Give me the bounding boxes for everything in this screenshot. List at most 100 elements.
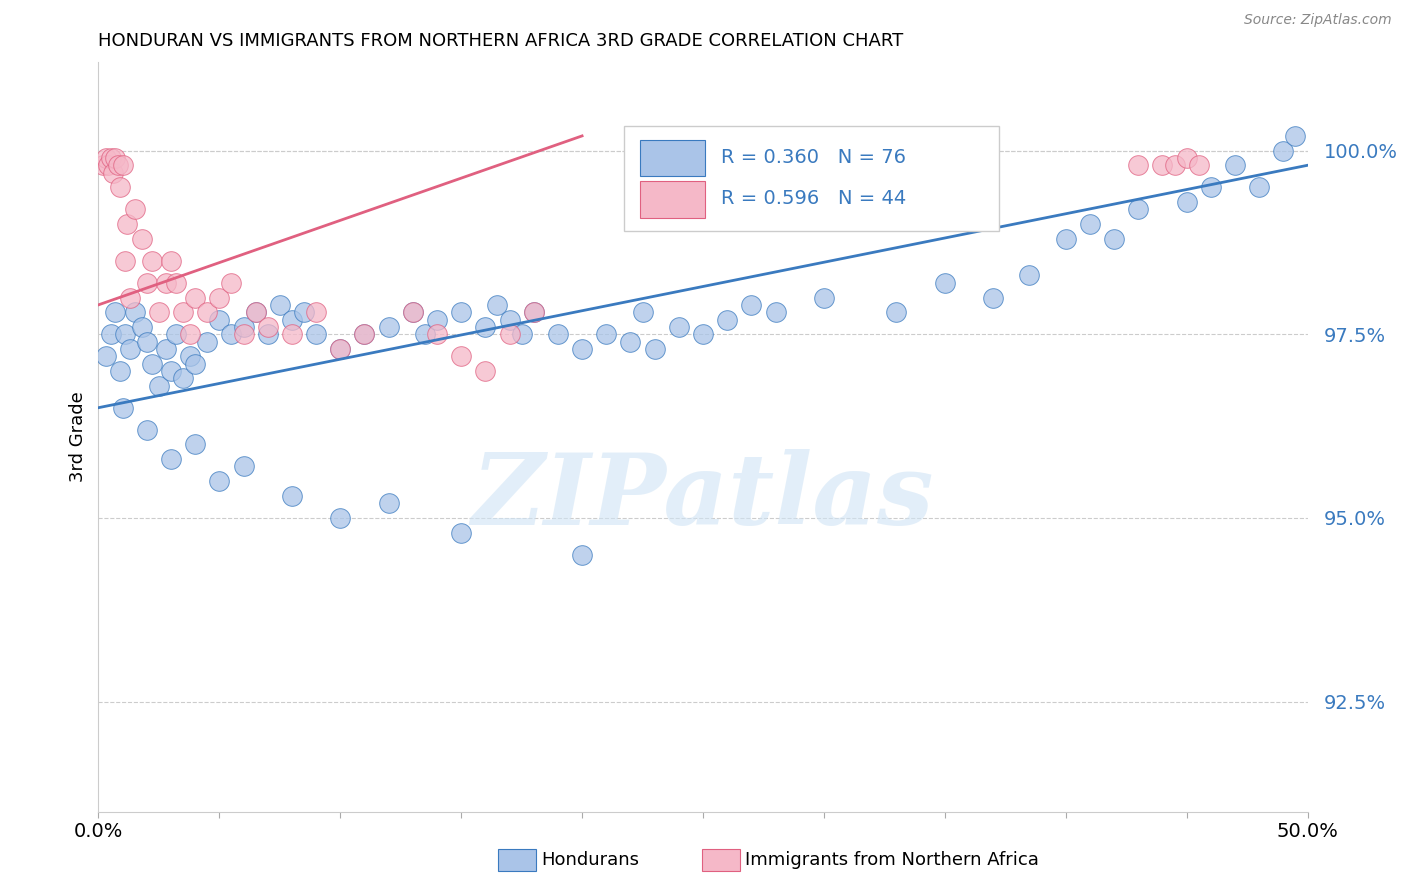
Point (165, 327, 187, 342)
Point (486, 298, 509, 312)
Point (221, 276, 243, 290)
Point (886, 305, 908, 319)
Point (1078, 217, 1101, 231)
Point (281, 312, 304, 326)
Point (1128, 202, 1150, 217)
Point (172, 371, 194, 385)
Point (571, 548, 593, 562)
Point (184, 437, 207, 451)
Point (765, 305, 787, 319)
Text: Source: ZipAtlas.com: Source: ZipAtlas.com (1244, 13, 1392, 28)
Point (184, 291, 207, 305)
Point (377, 496, 399, 510)
Point (245, 305, 267, 319)
Point (148, 305, 170, 319)
Text: Immigrants from Northern Africa: Immigrants from Northern Africa (745, 851, 1039, 869)
Point (208, 291, 231, 305)
Point (1188, 158, 1211, 172)
Point (97, 158, 120, 172)
Text: R = 0.360   N = 76: R = 0.360 N = 76 (721, 148, 905, 167)
Point (1054, 232, 1077, 246)
Point (256, 327, 278, 342)
Point (104, 151, 127, 165)
Point (108, 180, 131, 194)
Point (668, 319, 690, 334)
Point (155, 342, 177, 356)
FancyBboxPatch shape (640, 181, 706, 218)
Point (184, 357, 207, 371)
Text: ZIPatlas: ZIPatlas (472, 449, 934, 545)
Point (131, 232, 153, 246)
Point (100, 151, 122, 165)
Point (94, 349, 117, 363)
Point (179, 327, 201, 342)
Point (305, 305, 328, 319)
Point (498, 312, 520, 326)
Point (523, 305, 546, 319)
Point (305, 327, 328, 342)
Point (108, 364, 131, 378)
Point (692, 327, 714, 342)
Text: R = 0.596   N = 44: R = 0.596 N = 44 (721, 189, 907, 209)
Point (402, 305, 425, 319)
Point (155, 276, 177, 290)
Point (1163, 158, 1185, 172)
Point (124, 202, 146, 217)
Point (450, 525, 472, 540)
Point (1018, 268, 1040, 283)
Point (281, 327, 304, 342)
Point (114, 253, 136, 268)
Point (245, 305, 267, 319)
Point (269, 298, 291, 312)
Point (426, 312, 449, 326)
Point (1128, 158, 1150, 172)
Point (114, 327, 136, 342)
Point (426, 327, 449, 342)
Point (141, 357, 163, 371)
Point (716, 312, 738, 326)
Point (1102, 232, 1125, 246)
Point (160, 452, 183, 467)
Point (195, 334, 218, 349)
Point (450, 349, 472, 363)
Point (547, 327, 569, 342)
Point (195, 305, 218, 319)
Point (118, 342, 141, 356)
Point (474, 319, 496, 334)
Point (595, 327, 617, 342)
Point (256, 319, 278, 334)
Point (571, 342, 593, 356)
Point (101, 166, 124, 180)
Text: Hondurans: Hondurans (541, 851, 640, 869)
FancyBboxPatch shape (640, 140, 706, 177)
Point (107, 158, 129, 172)
Point (111, 401, 134, 415)
Point (523, 305, 546, 319)
Point (111, 158, 134, 172)
Point (148, 378, 170, 392)
Point (179, 349, 201, 363)
Point (135, 334, 157, 349)
Point (474, 364, 496, 378)
Point (619, 334, 641, 349)
Point (1223, 158, 1246, 172)
FancyBboxPatch shape (624, 126, 1000, 231)
Point (165, 276, 187, 290)
Point (141, 253, 163, 268)
Point (232, 459, 254, 474)
Point (813, 291, 835, 305)
Point (329, 342, 352, 356)
Point (1284, 128, 1306, 143)
Point (353, 327, 375, 342)
Point (281, 489, 304, 503)
Point (631, 305, 654, 319)
Point (981, 291, 1004, 305)
Point (402, 305, 425, 319)
Point (450, 305, 472, 319)
Point (292, 305, 315, 319)
Point (160, 253, 183, 268)
Point (1175, 151, 1198, 165)
Point (353, 327, 375, 342)
Point (208, 474, 231, 488)
Point (94, 151, 117, 165)
